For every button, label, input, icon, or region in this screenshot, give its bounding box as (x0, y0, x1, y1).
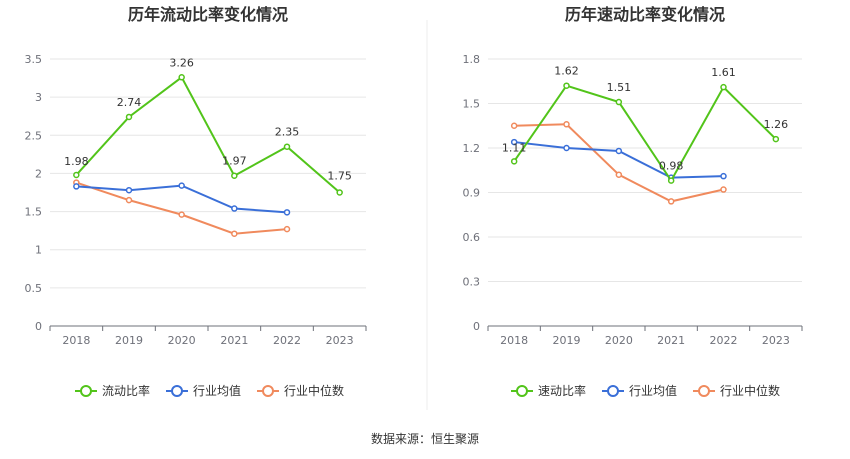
y-tick-label: 2 (35, 167, 42, 180)
x-tick-label: 2023 (762, 334, 790, 347)
y-tick-label: 2.5 (25, 129, 43, 142)
y-tick-label: 1 (35, 244, 42, 257)
data-point (667, 198, 675, 205)
x-tick-label: 2018 (500, 334, 528, 347)
data-point (720, 186, 727, 193)
series-line (75, 75, 341, 194)
data-point (563, 144, 570, 152)
series-line (76, 181, 288, 235)
legend-marker (607, 385, 619, 397)
data-point (336, 189, 343, 196)
quick-ratio-chart: 历年速动比率变化情况 0 0.3 0.6 0.9 1.2 1.5 1.8 2018 2019 202… (463, 5, 803, 398)
data-point (283, 143, 291, 150)
x-tick-label: 2021 (657, 334, 685, 347)
legend-marker (698, 385, 710, 397)
data-point (615, 98, 623, 106)
data-point (772, 135, 780, 143)
y-tick-label: 0.6 (463, 231, 481, 244)
data-label: 2.35 (275, 126, 300, 139)
x-tick-label: 2020 (605, 334, 633, 347)
data-label: 1.62 (554, 65, 579, 78)
data-label: 1.61 (711, 66, 736, 79)
data-point (73, 183, 80, 190)
y-tick-label: 0 (473, 320, 480, 333)
y-tick-label: 0.5 (25, 282, 43, 295)
legend-marker (171, 385, 183, 397)
data-point (178, 74, 185, 81)
data-point (720, 83, 727, 91)
x-tick-label: 2021 (220, 334, 248, 347)
data-label: 3.26 (169, 56, 194, 69)
y-tick-label: 1.5 (463, 98, 481, 111)
y-tick-label: 3 (35, 91, 42, 104)
data-point (125, 196, 133, 204)
y-tick-label: 1.8 (463, 53, 481, 66)
data-point (231, 172, 238, 179)
legend-label: 流动比率 (102, 383, 150, 398)
data-point (178, 211, 185, 218)
data-label: 0.98 (659, 160, 684, 173)
y-tick-label: 0.3 (463, 276, 481, 289)
data-point (563, 82, 570, 89)
data-label: 2.74 (117, 96, 142, 109)
x-tick-label: 2018 (62, 334, 90, 347)
data-point (720, 172, 727, 180)
data-point (510, 122, 518, 129)
legend-label: 行业中位数 (284, 383, 344, 398)
current-ratio-chart: 历年流动比率变化情况 0 0.5 1 1.5 2 2.5 3 3.5 2018 2019 2020 20… (25, 5, 367, 398)
data-point (615, 147, 623, 155)
data-point (178, 182, 185, 189)
data-point (667, 177, 675, 184)
data-point (510, 158, 518, 165)
data-point (73, 171, 80, 179)
data-source-note: 数据来源：恒生聚源 (370, 432, 479, 446)
data-point (615, 171, 623, 178)
data-point (231, 230, 238, 237)
x-tick-label: 2022 (273, 334, 301, 347)
legend-label: 行业均值 (629, 383, 677, 398)
data-label: 1.98 (64, 155, 89, 168)
legend-marker (262, 385, 274, 397)
series-line (514, 123, 724, 203)
x-tick-label: 2023 (326, 334, 354, 347)
data-point (283, 209, 291, 216)
y-tick-label: 1.5 (25, 206, 43, 219)
data-point (510, 138, 518, 146)
legend-marker (516, 385, 528, 397)
data-label: 1.97 (222, 155, 247, 168)
data-label: 1.11 (502, 141, 527, 154)
data-label: 1.75 (327, 170, 352, 183)
legend-label: 行业均值 (193, 383, 241, 398)
data-label: 1.26 (764, 118, 789, 131)
x-tick-label: 2019 (553, 334, 581, 347)
chart-title: 历年速动比率变化情况 (565, 5, 725, 24)
legend-label: 行业中位数 (720, 383, 780, 398)
chart-title: 历年流动比率变化情况 (128, 5, 288, 24)
legend-marker (80, 385, 92, 397)
x-tick-label: 2019 (115, 334, 143, 347)
series-line (513, 84, 777, 183)
data-point (125, 113, 133, 121)
y-tick-label: 1.2 (463, 142, 481, 155)
data-point (231, 205, 238, 212)
data-point (563, 121, 570, 128)
series-line (76, 184, 288, 214)
y-tick-label: 0.9 (463, 187, 481, 200)
x-tick-label: 2022 (710, 334, 738, 347)
x-tick-label: 2020 (168, 334, 196, 347)
data-label: 1.51 (607, 81, 632, 94)
data-point (283, 225, 291, 233)
y-tick-label: 0 (35, 320, 42, 333)
legend-label: 速动比率 (538, 383, 586, 398)
data-point (125, 186, 133, 194)
y-tick-label: 3.5 (25, 53, 43, 66)
